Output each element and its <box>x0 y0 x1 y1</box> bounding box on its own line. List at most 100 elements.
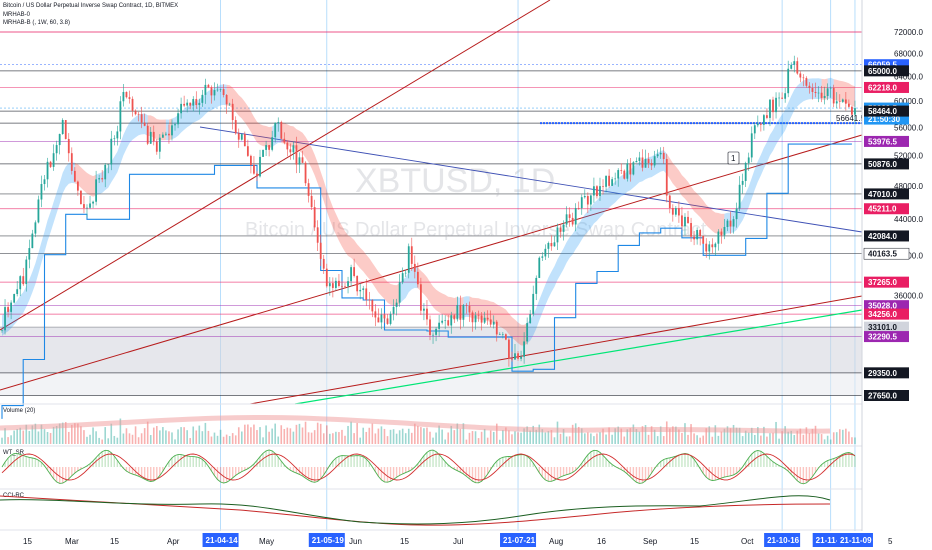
candle-body <box>844 99 847 104</box>
time-axis-tick: Oct <box>741 537 754 546</box>
candle-body <box>462 305 465 320</box>
volume-bar <box>110 423 113 444</box>
volume-bar <box>538 424 541 444</box>
candle-body <box>122 91 125 102</box>
volume-bar <box>404 433 407 444</box>
volume-bar <box>40 424 43 444</box>
candle-body <box>617 170 620 179</box>
candle-body <box>535 277 538 294</box>
price-tag-label: 66059.5 <box>868 61 897 70</box>
candle-body <box>43 179 46 185</box>
volume-bar <box>456 423 459 444</box>
candle-body <box>586 196 589 205</box>
candle-body <box>319 242 322 259</box>
volume-bar <box>471 431 474 444</box>
price-tag <box>863 247 910 260</box>
price-tag-label: 34256.0 <box>868 310 897 319</box>
candle-body <box>338 280 340 286</box>
candle-body <box>392 306 395 314</box>
volume-bar <box>80 426 82 444</box>
volume-bar <box>653 429 656 444</box>
candle-body <box>820 92 823 98</box>
volume-bar <box>541 429 544 444</box>
volume-bar <box>353 433 355 444</box>
volume-bar <box>313 430 316 444</box>
ribbon-up-band <box>724 78 822 235</box>
candle-body <box>450 315 453 326</box>
volume-bar <box>696 435 698 444</box>
volume-bar <box>67 431 70 444</box>
candle-body <box>325 268 328 287</box>
candle-body <box>851 106 853 115</box>
volume-bar <box>477 438 480 444</box>
candle-body <box>4 307 6 331</box>
volume-bar <box>848 431 850 444</box>
volume-bar <box>131 434 134 444</box>
candle-body <box>256 173 258 177</box>
candle-body <box>741 180 744 185</box>
candle-body <box>805 78 808 86</box>
volume-bar <box>174 439 176 444</box>
volume-bar <box>374 433 377 444</box>
volume-bar <box>277 436 280 444</box>
volume-bar <box>380 426 383 444</box>
candle-body <box>168 133 170 136</box>
volume-bar <box>7 437 9 444</box>
candle-body <box>46 161 49 180</box>
price-axis-tick: 60000.0 <box>894 97 923 106</box>
volume-bar <box>717 435 720 444</box>
candle-body <box>283 138 286 143</box>
volume-bar <box>669 428 671 444</box>
candle-body <box>13 294 16 303</box>
support-zone-lower <box>0 372 862 396</box>
volume-bar <box>52 426 55 444</box>
volume-bar <box>310 432 313 444</box>
volume-bar <box>274 423 276 444</box>
time-axis-tick: Mar <box>65 537 79 546</box>
candle-body <box>459 304 462 320</box>
volume-bar <box>647 434 650 444</box>
indicator-label-1: MRHAB-0 <box>3 12 31 18</box>
volume-bar <box>587 432 589 444</box>
time-axis-tick: Jun <box>349 537 362 546</box>
candle-body <box>410 246 413 264</box>
volume-bar <box>429 431 431 444</box>
volume-bar <box>596 433 598 444</box>
time-axis-marker <box>836 533 873 547</box>
volume-bar <box>383 428 386 444</box>
volume-bar <box>602 428 604 444</box>
time-axis-tick: 15 <box>110 537 119 546</box>
time-axis-marker-label: 21-11-09 <box>840 536 872 545</box>
volume-bar <box>690 424 692 444</box>
candle-body <box>802 77 805 79</box>
volume-bar <box>344 435 346 444</box>
candle-body <box>690 223 692 237</box>
volume-bar <box>638 431 641 444</box>
volume-bar <box>614 428 616 444</box>
volume-bar <box>517 432 519 444</box>
price-tag-label: 42084.0 <box>868 232 897 241</box>
candle-body <box>611 179 614 186</box>
volume-bar <box>283 428 286 444</box>
ribbon-down-band <box>147 115 166 141</box>
volume-bar <box>22 430 25 444</box>
candle-body <box>696 229 699 240</box>
price-tag-label: 58464.0 <box>868 107 897 116</box>
candle-body <box>756 123 759 126</box>
candle-body <box>796 61 799 74</box>
volume-bar <box>650 426 653 444</box>
candle-body <box>380 314 383 323</box>
candle-body <box>498 334 501 335</box>
volume-bar <box>329 433 331 444</box>
ribbon-down-band <box>226 84 273 148</box>
candle-body <box>808 85 811 89</box>
candle-body <box>277 121 280 123</box>
volume-bar <box>247 424 249 444</box>
candle-body <box>644 158 647 168</box>
volume-bar <box>168 431 170 444</box>
candle-body <box>107 164 110 166</box>
time-axis-marker-label: 21-05-19 <box>312 536 345 545</box>
volume-bar <box>359 437 361 444</box>
candle-body <box>717 231 720 244</box>
